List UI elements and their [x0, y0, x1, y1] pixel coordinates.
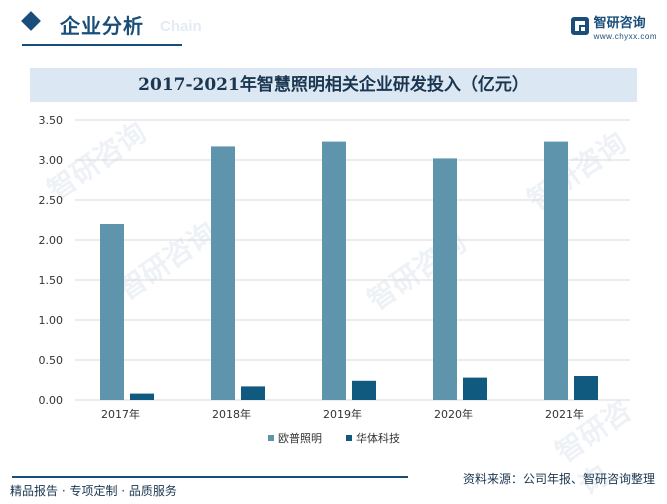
y-tick-label: 0.00: [39, 394, 64, 407]
footer-divider: [12, 476, 408, 478]
footer: 精品报告 · 专项定制 · 品质服务 资料来源：公司年报、智研咨询整理: [0, 470, 667, 504]
bar-huati: [130, 393, 154, 400]
chart-title: 2017-2021年智慧照明相关企业研发投入（亿元）: [138, 75, 529, 95]
bar-opple: [211, 146, 235, 400]
y-tick-label: 1.50: [39, 274, 64, 287]
data-source: 资料来源：公司年报、智研咨询整理: [462, 472, 655, 486]
bar-opple: [544, 141, 568, 400]
chart-title-band: 2017-2021年智慧照明相关企业研发投入（亿元）: [30, 68, 637, 102]
x-tick-label: 2019年: [323, 407, 362, 421]
bar-huati: [352, 380, 376, 400]
brand-logo-icon: [570, 17, 589, 35]
bar-opple: [100, 224, 124, 400]
y-tick-label: 3.00: [39, 154, 64, 167]
bar-opple: [322, 141, 346, 400]
brand-name: 智研咨询: [593, 16, 646, 31]
legend-swatch: [268, 435, 274, 441]
section-ghost-text: Chain: [160, 18, 202, 35]
footer-tagline: 精品报告 · 专项定制 · 品质服务: [10, 484, 177, 498]
brand-url: www.chyxx.com: [593, 32, 657, 41]
diamond-icon: [21, 11, 41, 31]
y-tick-label: 2.00: [39, 234, 64, 247]
x-tick-label: 2017年: [101, 407, 140, 421]
legend-label: 华体科技: [356, 431, 400, 445]
x-tick-label: 2018年: [212, 407, 251, 421]
x-tick-label: 2020年: [434, 407, 473, 421]
header: 企业分析 Chain 智研咨询 www.chyxx.com: [0, 0, 667, 58]
section-title: 企业分析: [60, 14, 144, 38]
y-tick-label: 1.00: [39, 314, 64, 327]
bar-opple: [433, 158, 457, 400]
bar-huati: [574, 376, 598, 400]
y-tick-label: 0.50: [39, 354, 64, 367]
bar-chart: 0.00 0.50 1.00 1.50 2.00 2.50 3.00 3.50 2017年 201…: [39, 114, 630, 445]
bar-huati: [463, 377, 487, 400]
y-tick-label: 3.50: [39, 114, 64, 127]
x-tick-label: 2021年: [545, 407, 584, 421]
header-divider: [22, 44, 182, 46]
y-tick-label: 2.50: [39, 194, 64, 207]
legend-label: 欧普照明: [278, 431, 322, 445]
legend-swatch: [346, 435, 352, 441]
brand-logo: 智研咨询 www.chyxx.com: [570, 16, 657, 42]
bar-huati: [241, 386, 265, 400]
